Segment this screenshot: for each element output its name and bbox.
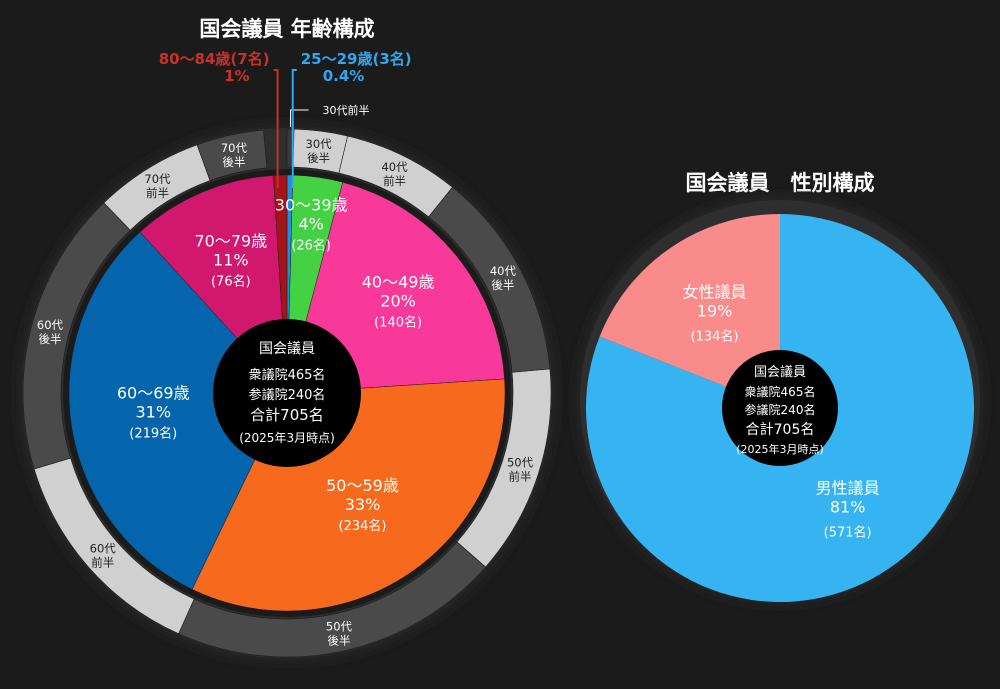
age-callout-pct-6: 1% xyxy=(224,67,249,85)
age-callout-label-0: 25〜29歳(3名) xyxy=(301,50,412,68)
outer-ring-label-8: 70代前半 xyxy=(144,172,171,200)
gender-slice-labels: 男性議員 81% (571名) 女性議員 19% (134名) xyxy=(683,283,880,541)
gender-slice-label-0: 男性議員 81% (571名) xyxy=(816,478,880,540)
age-center-line-2: 参議院240名 xyxy=(249,387,326,403)
age-callouts: 25〜29歳(3名)0.4% 80〜84歳(7名)1% xyxy=(159,50,412,189)
age-chart: 国会議員 年齢構成 30〜39歳 4% (26名)40〜49歳 20% (140名) 50… xyxy=(22,17,552,658)
gender-center-line-3: 合計705名 xyxy=(746,422,815,438)
outer-ring-label-9: 70代後半 xyxy=(221,141,248,169)
age-slice-labels: 30〜39歳 4% (26名)40〜49歳 20% (140名) 50〜59歳 33% (23… xyxy=(117,196,435,534)
outer-ring-label-6: 60代前半 xyxy=(90,541,117,569)
outer-ring-label-0: 30代前半 xyxy=(323,103,370,117)
gender-center-disc xyxy=(722,350,838,466)
age-slice-2 xyxy=(286,181,505,394)
age-center-line-0: 国会議員 xyxy=(259,340,315,357)
age-slice-label-2: 40〜49歳 20% (140名) xyxy=(362,273,435,331)
gender-center-line-0: 国会議員 xyxy=(754,365,806,380)
age-center-disc xyxy=(213,319,361,467)
outer-ring-segment-9 xyxy=(196,129,268,181)
age-callout-leader-6 xyxy=(273,69,279,189)
age-callout-leader-0 xyxy=(291,69,297,189)
gender-slice-1 xyxy=(599,214,780,408)
age-inner-pie xyxy=(68,174,506,612)
age-center-line-4: (2025年3月時点) xyxy=(239,431,335,445)
age-slice-label-3: 50〜59歳 33% (234名) xyxy=(326,476,399,534)
outer-ring-label-2: 40代前半 xyxy=(381,160,408,188)
age-center-line-3: 合計705名 xyxy=(250,406,324,424)
gender-slice-label-1: 女性議員 19% (134名) xyxy=(683,283,747,345)
age-slice-4 xyxy=(68,231,288,590)
age-callout-label-6: 80〜84歳(7名) xyxy=(159,50,270,68)
gender-center-line-4: (2025年3月時点) xyxy=(736,442,824,456)
outer-ring-leader-0 xyxy=(290,109,309,128)
age-callout-pct-0: 0.4% xyxy=(323,67,365,85)
outer-ring-label-7: 60代後半 xyxy=(37,318,64,346)
age-outer-ring-labels: 30代前半 30代後半 40代前半 40代後半 50代前半 50代後半 60代前半 60代後半… xyxy=(37,103,534,647)
gender-chart-title: 国会議員 性別構成 xyxy=(686,171,875,195)
outer-ring-label-3: 40代後半 xyxy=(490,264,517,292)
gender-center-line-2: 参議院240名 xyxy=(745,402,816,417)
outer-ring-label-1: 30代後半 xyxy=(306,137,333,165)
gender-chart: 国会議員 性別構成 男性議員 81% (571名) 女性議員 19% (134名) 国会議… xyxy=(580,171,980,602)
age-chart-title: 国会議員 年齢構成 xyxy=(199,17,374,41)
gender-center-line-1: 衆議院465名 xyxy=(745,384,816,399)
outer-ring-label-5: 50代後半 xyxy=(326,619,353,647)
age-outer-ring xyxy=(22,128,552,658)
outer-ring-label-4: 50代前半 xyxy=(507,456,534,484)
age-slice-label-1: 30〜39歳 4% (26名) xyxy=(275,196,348,254)
age-slice-label-5: 70〜79歳 11% (76名) xyxy=(194,232,267,290)
age-center-line-1: 衆議院465名 xyxy=(249,367,326,383)
age-slice-label-4: 60〜69歳 31% (219名) xyxy=(117,384,190,442)
